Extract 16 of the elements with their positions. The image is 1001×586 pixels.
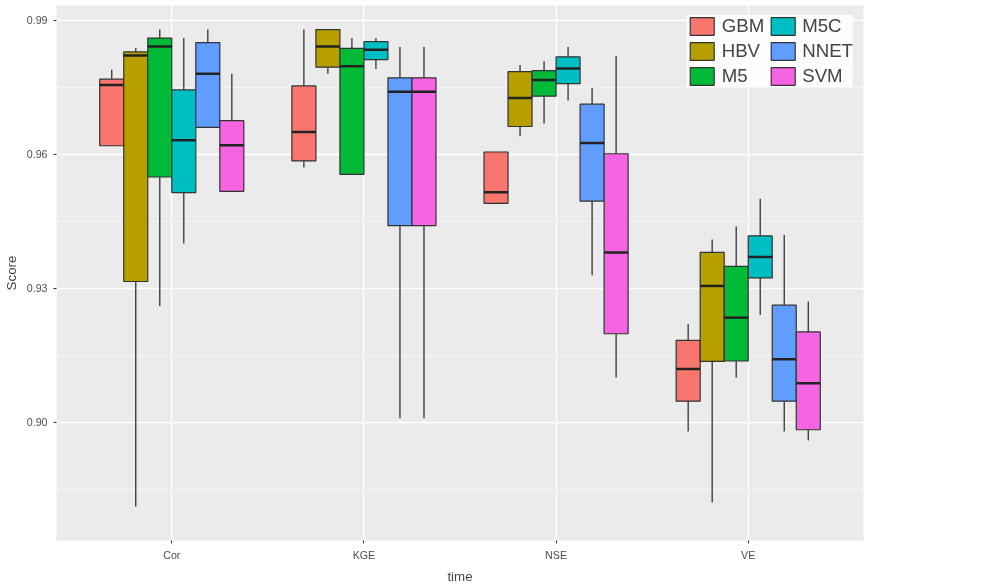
legend-label: M5 xyxy=(721,65,748,87)
y-tick-label: 0.90 xyxy=(26,416,48,429)
y-axis-title: Score xyxy=(3,255,19,291)
y-tick-label: 0.99 xyxy=(26,14,48,27)
y-tick-label: 0.93 xyxy=(26,282,48,295)
legend-label: GBM xyxy=(721,15,765,37)
x-tick-label: KGE xyxy=(352,548,376,561)
x-tick-label: Cor xyxy=(163,548,181,561)
legend-label: SVM xyxy=(802,65,843,87)
y-tick-label: 0.96 xyxy=(26,148,48,161)
x-tick-label: VE xyxy=(741,548,756,561)
legend-label: M5C xyxy=(802,15,842,37)
legend-label: HBV xyxy=(721,40,761,62)
legend-label: NNET xyxy=(802,40,853,62)
x-tick-label: NSE xyxy=(545,548,568,561)
x-axis-title: time xyxy=(447,568,473,584)
